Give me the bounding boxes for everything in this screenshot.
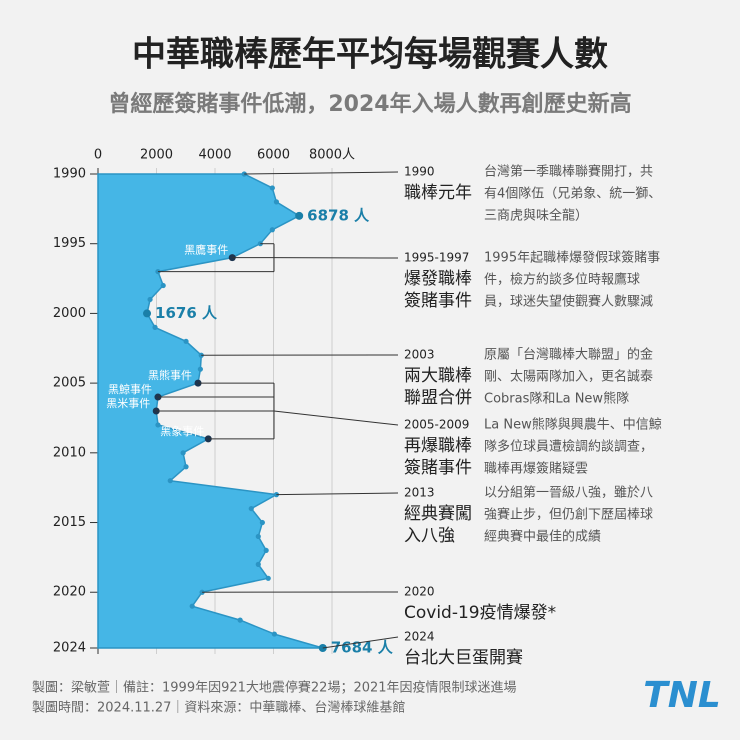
incident-label: 黑熊事件 (148, 368, 192, 382)
chart-title: 中華職棒歷年平均每場觀賽人數 (132, 35, 608, 75)
data-point (269, 185, 275, 191)
event-title: 聯盟合併 (404, 388, 472, 408)
event-title: 經典賽闖 (404, 503, 472, 524)
y-tick-label: 2010 (53, 445, 86, 460)
event-description: 員，球迷失望使觀賽人數驟減 (484, 294, 653, 310)
connector (322, 636, 399, 649)
event-description: Cobras隊和La New熊隊 (484, 391, 629, 407)
event-year: 2020 (404, 585, 435, 599)
x-tick-label: 6000 (257, 148, 290, 163)
x-tick-label: 4000 (198, 148, 231, 163)
data-point (263, 547, 269, 554)
y-tick-label: 1995 (53, 236, 86, 251)
event-description: 職棒再爆簽賭疑雲 (484, 461, 588, 477)
data-point (273, 199, 280, 205)
area (97, 173, 324, 649)
value-label: 1676 人 (155, 304, 218, 322)
data-point (237, 617, 243, 623)
event-description: 原屬「台灣職棒大聯盟」的金 (484, 347, 653, 363)
data-point (180, 450, 186, 456)
data-point (255, 533, 261, 540)
data-point (167, 478, 173, 484)
value-label: 6878 人 (307, 206, 370, 224)
data-point (255, 561, 261, 567)
data-point (199, 589, 205, 595)
event-description: La New熊隊與興農牛、中信鯨 (484, 417, 662, 433)
data-point (155, 422, 161, 428)
connector (276, 492, 399, 496)
event-description: 台灣第一季職棒聯賽開打，共 (484, 164, 653, 180)
data-point (147, 296, 153, 303)
y-tick-label: 2000 (53, 306, 86, 321)
y-tick-label: 2005 (53, 376, 86, 391)
y-tick-label: 2020 (53, 585, 86, 600)
data-point (271, 631, 277, 637)
data-point (183, 338, 189, 344)
event-year: 2024 (404, 630, 435, 644)
event-description: 強賽止步，但仍創下歷屆棒球 (484, 507, 653, 523)
event-description: 1995年起職棒爆發假球簽賭事 (484, 250, 660, 266)
event-title: 台北大巨蛋開賽 (404, 647, 523, 668)
highlight-point (143, 309, 152, 318)
event-description: 以分組第一晉級八強，雖於八 (484, 485, 653, 501)
data-point (197, 366, 203, 372)
event-year: 2005-2009 (404, 418, 469, 432)
data-point (259, 519, 265, 526)
data-point (152, 324, 158, 330)
data-point (189, 603, 195, 609)
event-year: 2003 (404, 348, 435, 362)
incident-label: 黑米事件 (106, 397, 150, 410)
event-description: 三商虎與味全龍） (484, 208, 588, 224)
event-year: 1990 (404, 165, 435, 179)
event-title: 爆發職棒 (404, 269, 472, 289)
incident-label: 黑鯨事件 (108, 382, 152, 396)
connector (273, 410, 399, 426)
footer-note: 製圖時間：2024.11.27｜資料來源：中華職棒、台灣棒球維基館 (32, 701, 405, 716)
event-description: 經典賽中最佳的成績 (484, 529, 601, 545)
x-tick-label: 8000人 (309, 148, 355, 163)
event-description: 件，檢方約談多位時報鷹球 (484, 272, 640, 288)
incident-label: 黑鷹事件 (184, 243, 228, 257)
y-tick-label: 1990 (53, 167, 86, 182)
event-title: 簽賭事件 (404, 291, 472, 311)
highlight-point (295, 211, 304, 220)
event-description: 隊多位球員遭檢調約談調查， (484, 439, 653, 455)
event-year: 2013 (404, 486, 435, 500)
x-tick-label: 2000 (140, 148, 173, 163)
event-year: 1995-1997 (404, 251, 469, 265)
incident-label: 黑象事件 (160, 425, 204, 438)
event-description: 剛、太陽兩隊加入，更名誠泰 (484, 369, 653, 385)
data-point (183, 464, 189, 470)
data-point (269, 227, 275, 233)
event-title: 入八強 (404, 526, 455, 546)
event-description: 有4個隊伍（兄弟象、統一獅、 (484, 186, 661, 202)
x-tick-label: 0 (94, 148, 102, 163)
event-title: 再爆職棒 (404, 436, 472, 456)
event-title: 職棒元年 (404, 183, 472, 203)
logo: TNL (643, 675, 721, 716)
y-tick-label: 2015 (53, 515, 86, 530)
value-label: 7684 人 (331, 639, 394, 657)
event-title: 兩大職棒 (404, 366, 472, 386)
event-title: Covid-19疫情爆發* (404, 603, 556, 623)
data-point (248, 505, 254, 512)
footer-note: 製圖：梁敏萱｜備註：1999年因921大地震停賽22場；2021年因疫情限制球迷… (32, 680, 517, 696)
data-point (160, 282, 166, 289)
data-point (265, 575, 271, 581)
connector (244, 171, 399, 175)
event-title: 簽賭事件 (404, 458, 472, 478)
y-tick-label: 2024 (53, 641, 86, 656)
chart-subtitle: 曾經歷簽賭事件低潮，2024年入場人數再創歷史新高 (108, 91, 631, 117)
